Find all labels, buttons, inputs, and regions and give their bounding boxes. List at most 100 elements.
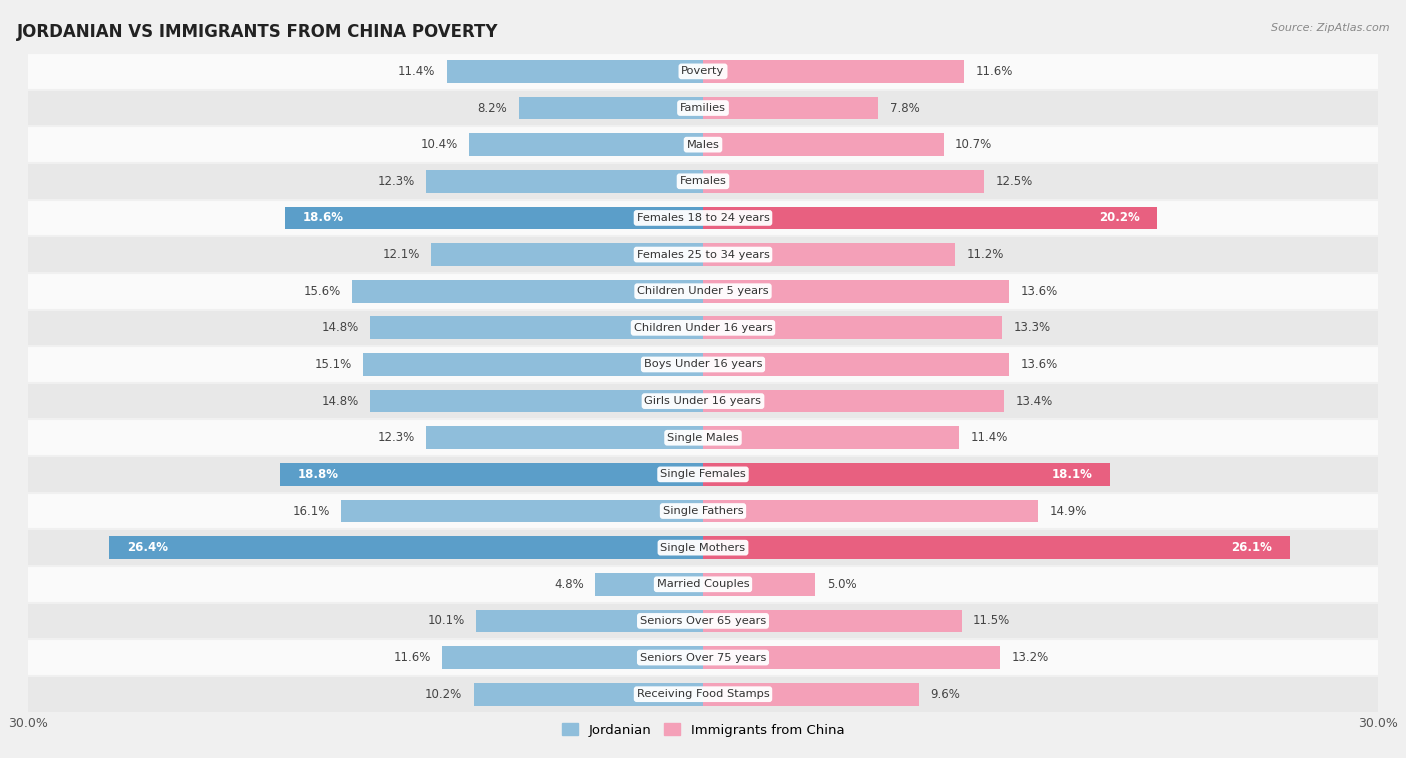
Text: 11.4%: 11.4% — [970, 431, 1008, 444]
Bar — [426, 170, 703, 193]
Bar — [703, 97, 879, 119]
Bar — [363, 353, 703, 376]
Text: Single Fathers: Single Fathers — [662, 506, 744, 516]
Text: 11.4%: 11.4% — [398, 65, 436, 78]
Bar — [280, 463, 703, 486]
Text: 10.1%: 10.1% — [427, 615, 464, 628]
Bar — [28, 199, 1378, 236]
Bar — [703, 427, 959, 449]
Bar — [28, 566, 1378, 603]
Text: 11.2%: 11.2% — [966, 248, 1004, 261]
Text: 14.8%: 14.8% — [322, 395, 359, 408]
Bar — [703, 317, 1002, 339]
Bar — [28, 603, 1378, 639]
Bar — [28, 53, 1378, 89]
Bar — [703, 170, 984, 193]
Text: Females: Females — [679, 177, 727, 186]
Text: 13.3%: 13.3% — [1014, 321, 1050, 334]
Bar — [370, 390, 703, 412]
Bar — [703, 133, 943, 156]
Bar — [28, 639, 1378, 676]
Text: 11.6%: 11.6% — [394, 651, 430, 664]
Bar — [519, 97, 703, 119]
Bar — [703, 243, 955, 266]
Text: JORDANIAN VS IMMIGRANTS FROM CHINA POVERTY: JORDANIAN VS IMMIGRANTS FROM CHINA POVER… — [17, 23, 498, 41]
Text: 16.1%: 16.1% — [292, 505, 329, 518]
Text: 13.6%: 13.6% — [1021, 358, 1057, 371]
Bar — [28, 676, 1378, 713]
Text: 10.7%: 10.7% — [955, 138, 993, 151]
Text: 18.1%: 18.1% — [1052, 468, 1092, 481]
Bar — [28, 493, 1378, 529]
Text: 15.1%: 15.1% — [315, 358, 352, 371]
Text: Children Under 5 years: Children Under 5 years — [637, 287, 769, 296]
Text: Boys Under 16 years: Boys Under 16 years — [644, 359, 762, 369]
Bar — [447, 60, 703, 83]
Bar — [703, 390, 1004, 412]
Text: 12.3%: 12.3% — [378, 431, 415, 444]
Bar — [28, 236, 1378, 273]
Bar — [426, 427, 703, 449]
Text: Children Under 16 years: Children Under 16 years — [634, 323, 772, 333]
Bar — [703, 609, 962, 632]
Text: 18.6%: 18.6% — [302, 211, 343, 224]
Bar — [441, 647, 703, 669]
Text: Single Males: Single Males — [666, 433, 740, 443]
Text: 15.6%: 15.6% — [304, 285, 340, 298]
Bar — [430, 243, 703, 266]
Text: Females 25 to 34 years: Females 25 to 34 years — [637, 249, 769, 259]
Text: 12.3%: 12.3% — [378, 175, 415, 188]
Text: 7.8%: 7.8% — [890, 102, 920, 114]
Text: 20.2%: 20.2% — [1098, 211, 1139, 224]
Text: 8.2%: 8.2% — [478, 102, 508, 114]
Bar — [370, 317, 703, 339]
Bar — [28, 273, 1378, 309]
Text: Married Couples: Married Couples — [657, 579, 749, 589]
Text: Receiving Food Stamps: Receiving Food Stamps — [637, 689, 769, 699]
Text: Single Mothers: Single Mothers — [661, 543, 745, 553]
Text: 11.5%: 11.5% — [973, 615, 1010, 628]
Text: 11.6%: 11.6% — [976, 65, 1012, 78]
Bar — [475, 609, 703, 632]
Text: Seniors Over 65 years: Seniors Over 65 years — [640, 616, 766, 626]
Text: 13.6%: 13.6% — [1021, 285, 1057, 298]
Text: Girls Under 16 years: Girls Under 16 years — [644, 396, 762, 406]
Text: Single Females: Single Females — [661, 469, 745, 479]
Text: 13.4%: 13.4% — [1015, 395, 1053, 408]
Text: 14.8%: 14.8% — [322, 321, 359, 334]
Bar — [110, 537, 703, 559]
Bar — [703, 280, 1010, 302]
Bar — [595, 573, 703, 596]
Text: Males: Males — [686, 139, 720, 149]
Text: 26.4%: 26.4% — [127, 541, 169, 554]
Text: Females 18 to 24 years: Females 18 to 24 years — [637, 213, 769, 223]
Text: 10.2%: 10.2% — [425, 688, 463, 700]
Text: 13.2%: 13.2% — [1011, 651, 1049, 664]
Text: 18.8%: 18.8% — [298, 468, 339, 481]
Bar — [28, 89, 1378, 127]
Bar — [703, 463, 1111, 486]
Bar — [28, 383, 1378, 419]
Bar — [474, 683, 703, 706]
Bar — [703, 683, 920, 706]
Bar — [470, 133, 703, 156]
Bar — [28, 309, 1378, 346]
Bar — [703, 647, 1000, 669]
Bar — [703, 573, 815, 596]
Text: 12.1%: 12.1% — [382, 248, 419, 261]
Text: 12.5%: 12.5% — [995, 175, 1032, 188]
Text: 10.4%: 10.4% — [420, 138, 458, 151]
Bar — [28, 127, 1378, 163]
Text: 26.1%: 26.1% — [1232, 541, 1272, 554]
Text: 9.6%: 9.6% — [931, 688, 960, 700]
Bar — [703, 60, 965, 83]
Bar — [703, 353, 1010, 376]
Bar — [340, 500, 703, 522]
Text: Families: Families — [681, 103, 725, 113]
Bar — [703, 537, 1291, 559]
Bar — [28, 163, 1378, 199]
Bar — [28, 529, 1378, 566]
Bar — [28, 419, 1378, 456]
Bar — [284, 207, 703, 229]
Bar — [352, 280, 703, 302]
